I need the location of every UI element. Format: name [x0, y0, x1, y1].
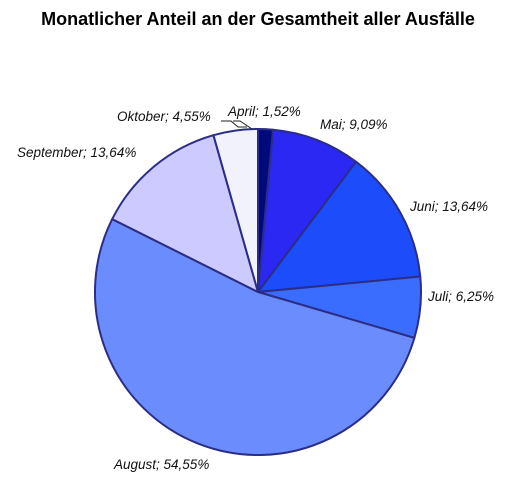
slice-label-oktober: Oktober; 4,55%: [117, 109, 211, 124]
slice-labels: April; 1,52% Mai; 9,09% Juni; 13,64% Juli; …: [17, 104, 494, 472]
slice-label-juli: Juli; 6,25%: [427, 289, 494, 304]
slice-label-august: August; 54,55%: [113, 457, 209, 472]
slice-juni: [257, 160, 422, 293]
slice-mai: [257, 128, 358, 293]
slice-label-april: April; 1,52%: [227, 104, 301, 119]
slice-label-juni: Juni; 13,64%: [409, 199, 488, 214]
slice-august: [93, 218, 416, 457]
chart-title: Monatlicher Anteil an der Gesamtheit all…: [41, 9, 475, 29]
leader-line-oktober: [221, 120, 247, 128]
slice-label-mai: Mai; 9,09%: [320, 117, 388, 132]
slice-oktober: [212, 128, 259, 293]
leader-line-april: [233, 120, 253, 130]
slice-label-september: September; 13,64%: [17, 145, 136, 160]
slice-september: [111, 134, 259, 293]
pie-slices: [93, 128, 422, 457]
leader-lines: [221, 120, 253, 130]
